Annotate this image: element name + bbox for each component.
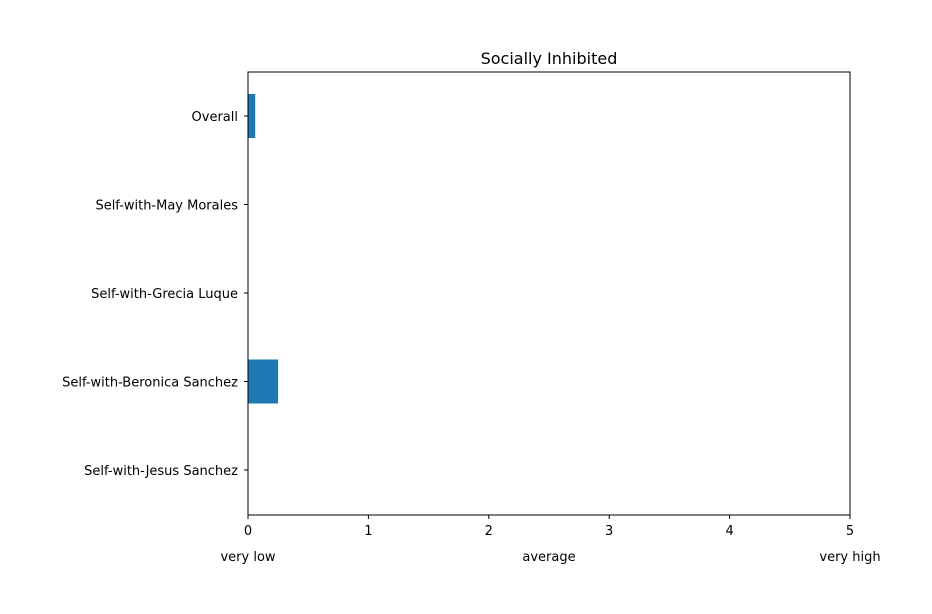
- y-axis: Overall Self-with-May Morales Self-with-Gr…: [62, 110, 248, 479]
- x-axis: 0 1 2 3 4 5: [244, 515, 854, 539]
- x-tick-label: 2: [485, 524, 493, 539]
- scale-label-high: very high: [819, 550, 880, 565]
- x-tick-label: 4: [725, 524, 733, 539]
- y-tick-label: Overall: [192, 110, 238, 125]
- x-tick-label: 1: [364, 524, 372, 539]
- y-tick-label: Self-with-Beronica Sanchez: [62, 376, 238, 391]
- scale-label-mid: average: [522, 550, 575, 565]
- plot-frame: [247, 71, 851, 516]
- y-tick-label: Self-with-Grecia Luque: [91, 287, 238, 302]
- x-tick-label: 5: [846, 524, 854, 539]
- x-tick-label: 0: [244, 524, 252, 539]
- x-tick-label: 3: [605, 524, 613, 539]
- y-tick-label: Self-with-May Morales: [95, 199, 238, 214]
- bars-layer: [248, 94, 279, 404]
- chart-title: Socially Inhibited: [481, 49, 618, 68]
- y-tick-label: Self-with-Jesus Sanchez: [84, 464, 238, 479]
- bar-0: [248, 94, 256, 138]
- bar-3: [248, 359, 279, 404]
- scale-label-low: very low: [220, 550, 275, 565]
